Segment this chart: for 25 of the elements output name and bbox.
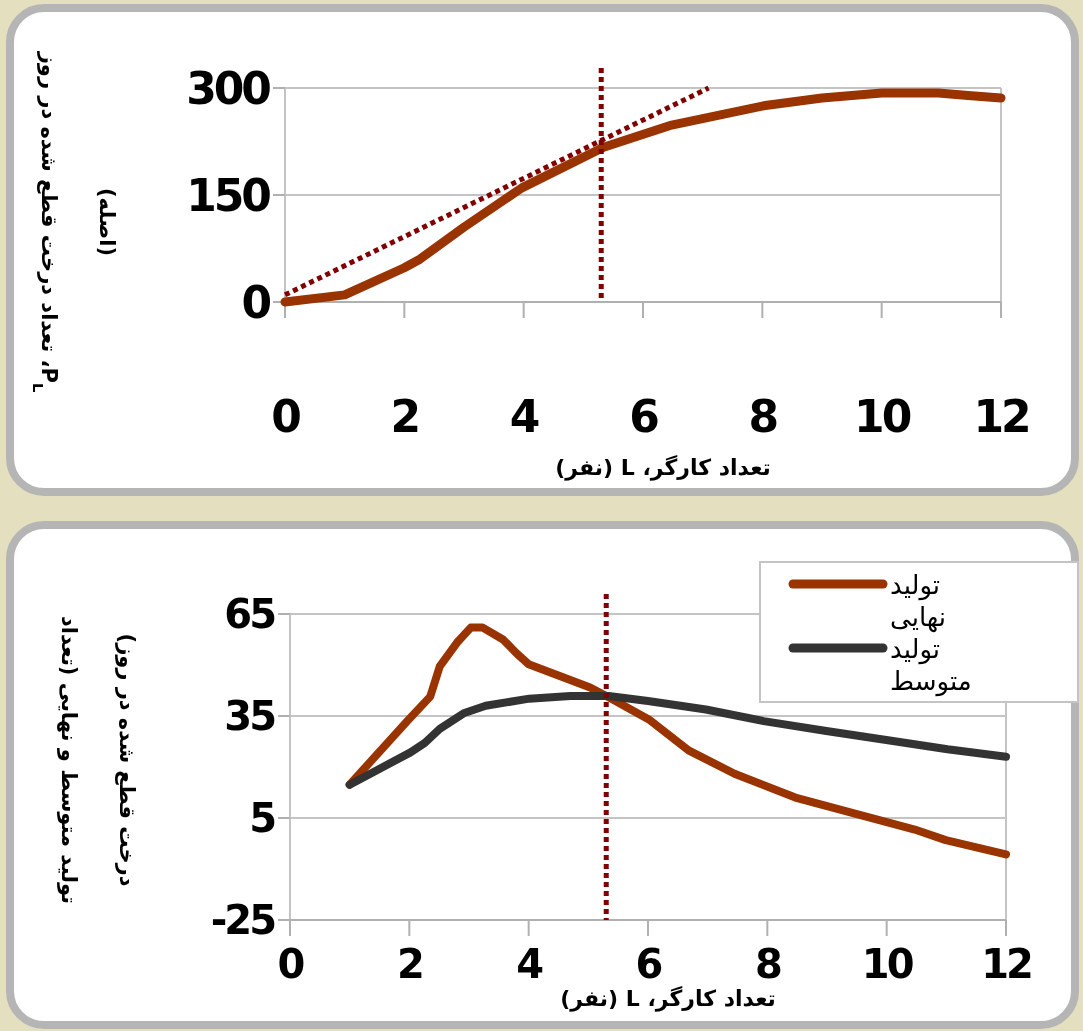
x-tick-label: 2: [396, 941, 422, 987]
legend-label: تولید نهایی: [890, 570, 947, 633]
y-tick-label: 5: [249, 795, 276, 842]
x-tick-label: 6: [635, 941, 662, 987]
x-axis-title: تعداد کارگر، L (نفر): [560, 985, 776, 1012]
y-tick-label: 0: [241, 276, 271, 328]
y-tick-label: 35: [224, 693, 276, 740]
x-tick-label: 8: [748, 391, 777, 442]
x-tick-label: 10: [854, 391, 911, 442]
y-tick-label: 300: [186, 62, 271, 114]
x-tick-label: 4: [516, 941, 543, 987]
x-tick-label: 0: [277, 941, 304, 987]
legend-label: تولید متوسط: [890, 634, 972, 697]
x-tick-label: 10: [861, 941, 913, 987]
x-tick-label: 6: [629, 391, 659, 442]
y-tick-label: 150: [186, 169, 271, 221]
x-axis-title: تعداد کارگر، L (نفر): [555, 454, 771, 481]
x-tick-label: 4: [509, 391, 539, 442]
x-tick-label: 8: [754, 941, 781, 987]
y-tick-label: -25: [210, 897, 276, 944]
x-tick-label: 12: [981, 941, 1031, 987]
x-tick-label: 12: [973, 391, 1029, 442]
text: تولید متوسط و نهایی (تعداد درخت قطع شده در روز): [57, 615, 139, 905]
x-tick-label: 2: [390, 391, 419, 442]
y-tick-label: 65: [224, 591, 276, 638]
